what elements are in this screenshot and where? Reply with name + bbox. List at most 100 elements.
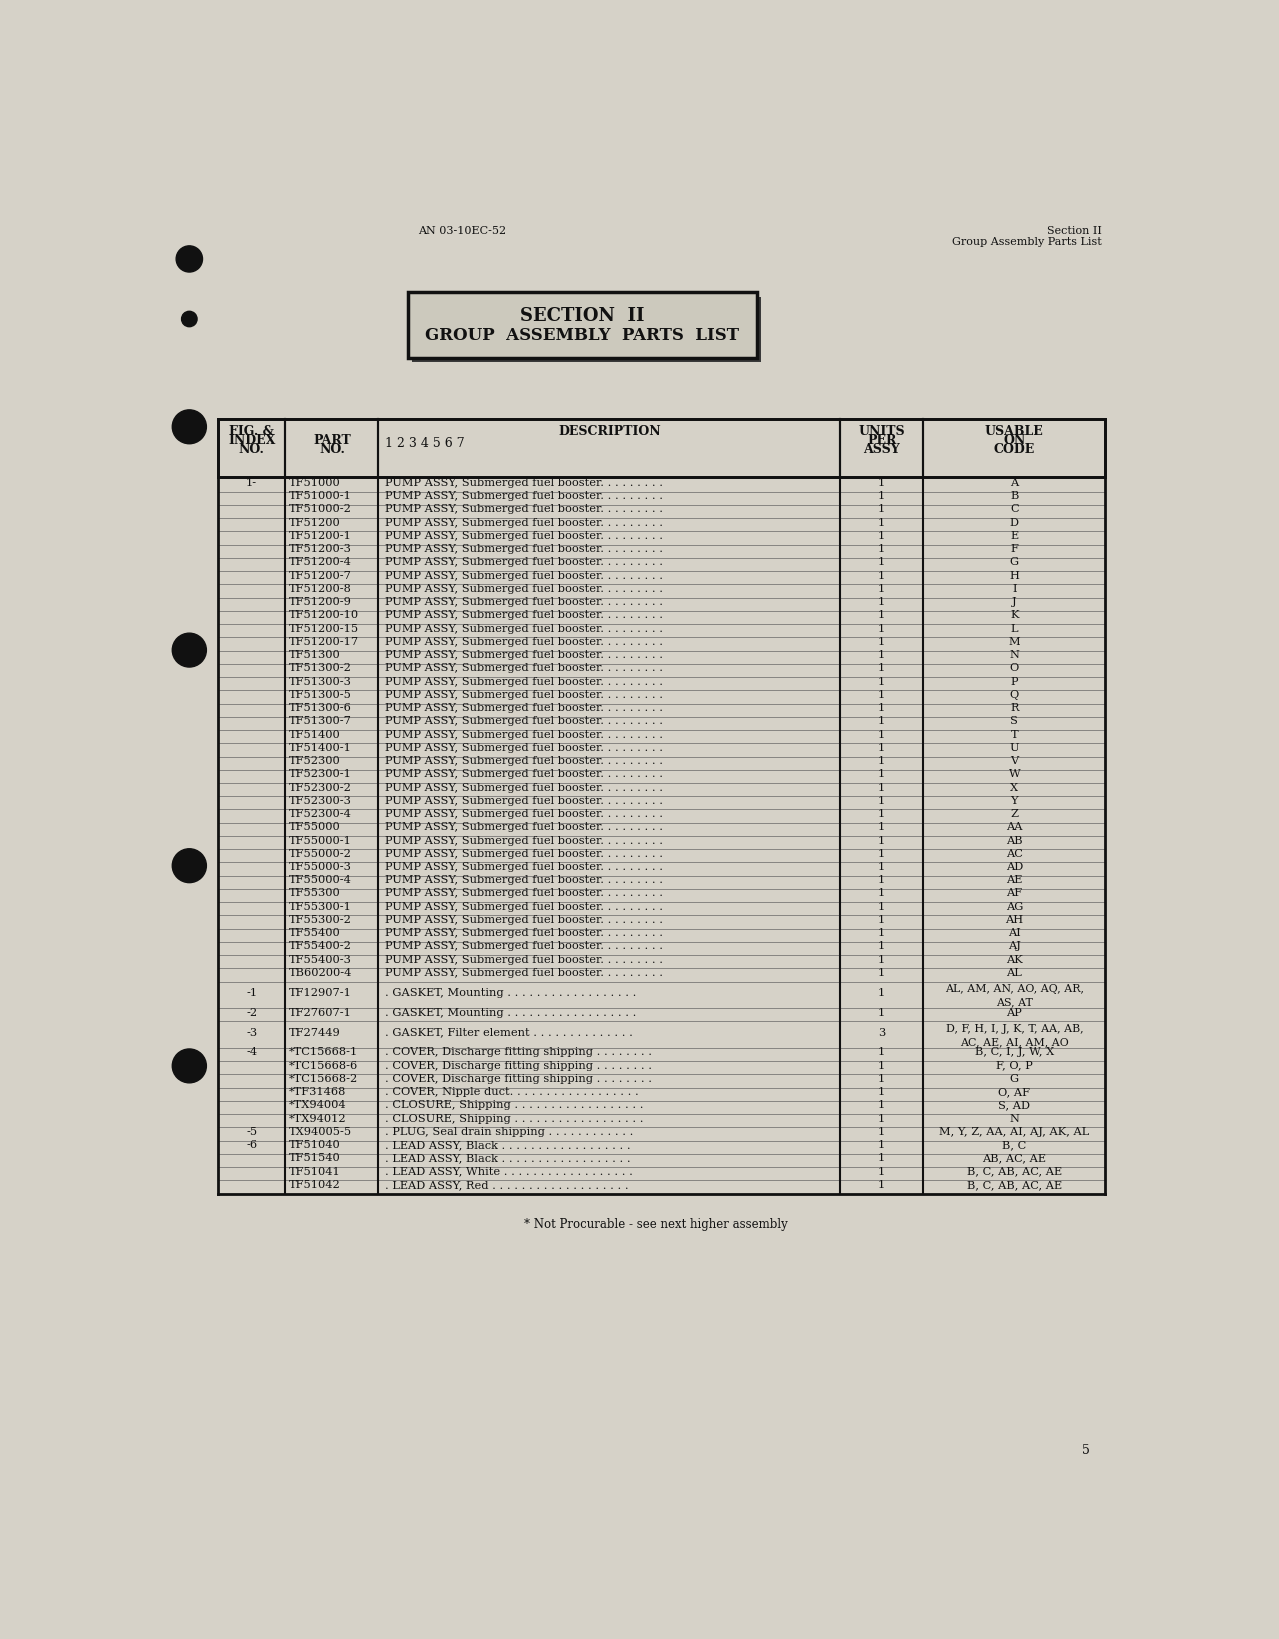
- Text: TF51300-2: TF51300-2: [289, 662, 352, 674]
- Text: 1: 1: [879, 729, 885, 739]
- Text: *TC15668-6: *TC15668-6: [289, 1060, 358, 1070]
- Text: 1: 1: [879, 662, 885, 674]
- Text: PUMP ASSY, Submerged fuel booster. . . . . . . . .: PUMP ASSY, Submerged fuel booster. . . .…: [385, 782, 663, 792]
- Text: Y: Y: [1010, 795, 1018, 805]
- Text: AG: AG: [1005, 901, 1023, 911]
- Text: PUMP ASSY, Submerged fuel booster. . . . . . . . .: PUMP ASSY, Submerged fuel booster. . . .…: [385, 729, 663, 739]
- Text: TF51200-15: TF51200-15: [289, 623, 358, 633]
- Text: TF55000-2: TF55000-2: [289, 849, 352, 859]
- Text: . PLUG, Seal drain shipping . . . . . . . . . . . .: . PLUG, Seal drain shipping . . . . . . …: [385, 1126, 633, 1136]
- Text: AA: AA: [1007, 821, 1023, 831]
- Text: TF52300: TF52300: [289, 756, 340, 765]
- Text: TF51200-4: TF51200-4: [289, 557, 352, 567]
- Text: . COVER, Discharge fitting shipping . . . . . . . .: . COVER, Discharge fitting shipping . . …: [385, 1047, 651, 1057]
- Text: L: L: [1010, 623, 1018, 633]
- Text: PUMP ASSY, Submerged fuel booster. . . . . . . . .: PUMP ASSY, Submerged fuel booster. . . .…: [385, 967, 663, 977]
- Text: H: H: [1009, 570, 1019, 580]
- Text: AE: AE: [1007, 875, 1022, 885]
- Text: 1-: 1-: [246, 477, 257, 488]
- Text: SECTION  II: SECTION II: [521, 306, 645, 325]
- Text: TF51300-3: TF51300-3: [289, 677, 352, 687]
- Text: V: V: [1010, 756, 1018, 765]
- Text: TF51040: TF51040: [289, 1139, 340, 1149]
- Text: TF55000-3: TF55000-3: [289, 862, 352, 872]
- Text: TF51200-3: TF51200-3: [289, 544, 352, 554]
- Text: *TF31468: *TF31468: [289, 1087, 345, 1096]
- Text: TF27607-1: TF27607-1: [289, 1006, 352, 1018]
- Text: PUMP ASSY, Submerged fuel booster. . . . . . . . .: PUMP ASSY, Submerged fuel booster. . . .…: [385, 636, 663, 646]
- Text: M, Y, Z, AA, AI, AJ, AK, AL: M, Y, Z, AA, AI, AJ, AK, AL: [939, 1126, 1090, 1136]
- Text: TF55000-4: TF55000-4: [289, 875, 352, 885]
- Text: PUMP ASSY, Submerged fuel booster. . . . . . . . .: PUMP ASSY, Submerged fuel booster. . . .…: [385, 742, 663, 752]
- Text: AC, AE, AI, AM, AO: AC, AE, AI, AM, AO: [961, 1036, 1069, 1047]
- Text: 1: 1: [879, 862, 885, 872]
- Text: PER: PER: [867, 434, 897, 447]
- Text: TF51200-7: TF51200-7: [289, 570, 352, 580]
- Text: . LEAD ASSY, Black . . . . . . . . . . . . . . . . . .: . LEAD ASSY, Black . . . . . . . . . . .…: [385, 1139, 631, 1149]
- Text: J: J: [1012, 597, 1017, 606]
- Text: UNITS: UNITS: [858, 425, 906, 438]
- Text: 1: 1: [879, 849, 885, 859]
- Text: 1: 1: [879, 677, 885, 687]
- Text: TF51400: TF51400: [289, 729, 340, 739]
- Text: TF51200-10: TF51200-10: [289, 610, 358, 620]
- Text: . GASKET, Mounting . . . . . . . . . . . . . . . . . .: . GASKET, Mounting . . . . . . . . . . .…: [385, 987, 636, 997]
- Text: 1: 1: [879, 1126, 885, 1136]
- Text: AK: AK: [1007, 954, 1023, 964]
- Text: 1: 1: [879, 583, 885, 593]
- Text: Q: Q: [1009, 690, 1019, 700]
- Text: PUMP ASSY, Submerged fuel booster. . . . . . . . .: PUMP ASSY, Submerged fuel booster. . . .…: [385, 531, 663, 541]
- Text: TF51200: TF51200: [289, 518, 340, 528]
- Text: 1: 1: [879, 1139, 885, 1149]
- Text: INDEX: INDEX: [228, 434, 275, 447]
- Text: PUMP ASSY, Submerged fuel booster. . . . . . . . .: PUMP ASSY, Submerged fuel booster. . . .…: [385, 849, 663, 859]
- Text: PUMP ASSY, Submerged fuel booster. . . . . . . . .: PUMP ASSY, Submerged fuel booster. . . .…: [385, 821, 663, 831]
- Text: PUMP ASSY, Submerged fuel booster. . . . . . . . .: PUMP ASSY, Submerged fuel booster. . . .…: [385, 954, 663, 964]
- Text: TF27449: TF27449: [289, 1028, 340, 1037]
- Text: Group Assembly Parts List: Group Assembly Parts List: [952, 236, 1101, 247]
- Text: 1: 1: [879, 1178, 885, 1190]
- Text: TF51300: TF51300: [289, 649, 340, 661]
- Text: PUMP ASSY, Submerged fuel booster. . . . . . . . .: PUMP ASSY, Submerged fuel booster. . . .…: [385, 915, 663, 924]
- Text: D: D: [1010, 518, 1019, 528]
- Text: PUMP ASSY, Submerged fuel booster. . . . . . . . .: PUMP ASSY, Submerged fuel booster. . . .…: [385, 677, 663, 687]
- Text: TF51200-1: TF51200-1: [289, 531, 352, 541]
- Text: F: F: [1010, 544, 1018, 554]
- Text: A: A: [1010, 477, 1018, 488]
- Text: TF51300-5: TF51300-5: [289, 690, 352, 700]
- Text: * Not Procurable - see next higher assembly: * Not Procurable - see next higher assem…: [524, 1216, 788, 1229]
- Text: . COVER, Discharge fitting shipping . . . . . . . .: . COVER, Discharge fitting shipping . . …: [385, 1074, 651, 1083]
- Text: ON: ON: [1003, 434, 1026, 447]
- Text: PUMP ASSY, Submerged fuel booster. . . . . . . . .: PUMP ASSY, Submerged fuel booster. . . .…: [385, 756, 663, 765]
- Text: TF51000-1: TF51000-1: [289, 490, 352, 502]
- Circle shape: [173, 634, 206, 667]
- Text: TF51200-17: TF51200-17: [289, 636, 358, 646]
- Circle shape: [173, 849, 206, 883]
- Text: Section II: Section II: [1046, 226, 1101, 236]
- Text: 1: 1: [879, 636, 885, 646]
- Text: TF55000-1: TF55000-1: [289, 834, 352, 846]
- Text: PUMP ASSY, Submerged fuel booster. . . . . . . . .: PUMP ASSY, Submerged fuel booster. . . .…: [385, 597, 663, 606]
- Text: . CLOSURE, Shipping . . . . . . . . . . . . . . . . . .: . CLOSURE, Shipping . . . . . . . . . . …: [385, 1100, 643, 1110]
- Text: TF55000: TF55000: [289, 821, 340, 831]
- Text: ASSY: ASSY: [863, 443, 900, 456]
- Text: P: P: [1010, 677, 1018, 687]
- Text: DESCRIPTION: DESCRIPTION: [558, 425, 661, 438]
- Text: TF51200-9: TF51200-9: [289, 597, 352, 606]
- Text: TF52300-3: TF52300-3: [289, 795, 352, 805]
- FancyBboxPatch shape: [412, 298, 761, 362]
- Text: *TX94012: *TX94012: [289, 1113, 347, 1123]
- Text: 1: 1: [879, 518, 885, 528]
- Text: 1: 1: [879, 782, 885, 792]
- Text: O: O: [1009, 662, 1019, 674]
- Text: PUMP ASSY, Submerged fuel booster. . . . . . . . .: PUMP ASSY, Submerged fuel booster. . . .…: [385, 703, 663, 713]
- Text: 1: 1: [879, 941, 885, 951]
- Text: TF51300-6: TF51300-6: [289, 703, 352, 713]
- Text: AB, AC, AE: AB, AC, AE: [982, 1152, 1046, 1162]
- Text: 1: 1: [879, 821, 885, 831]
- Text: *TC15668-1: *TC15668-1: [289, 1047, 358, 1057]
- Text: AB: AB: [1007, 834, 1023, 846]
- Text: . COVER, Nipple duct. . . . . . . . . . . . . . . . . .: . COVER, Nipple duct. . . . . . . . . . …: [385, 1087, 638, 1096]
- Text: AP: AP: [1007, 1006, 1022, 1018]
- Text: PUMP ASSY, Submerged fuel booster. . . . . . . . .: PUMP ASSY, Submerged fuel booster. . . .…: [385, 690, 663, 700]
